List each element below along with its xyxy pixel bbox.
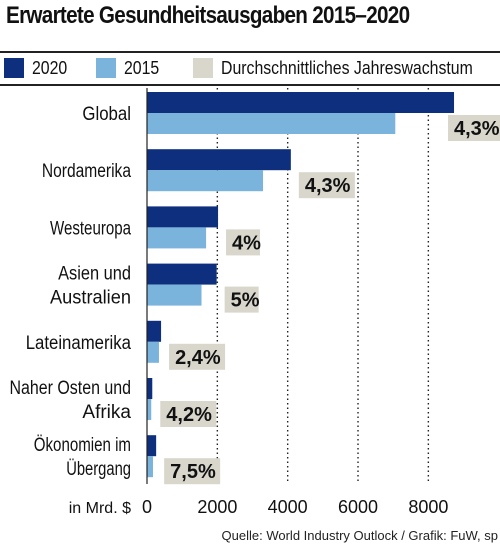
category-label-5-1: Afrika [82,402,131,423]
source-note: Quelle: World Industry Outlock / Grafik:… [221,528,498,543]
bar-2015-3 [147,284,202,306]
legend-label-2015: 2015 [124,57,160,78]
legend-label-2020: 2020 [32,57,68,78]
bar-2020-3 [147,263,217,285]
bar-2020-6 [147,435,157,457]
growth-badge-2 [226,229,261,256]
growth-badge-4 [169,343,226,370]
bar-2020-0 [147,92,455,113]
category-label-6-1: Übergang [66,459,131,480]
growth-label-3: 5% [231,290,260,312]
legend-bottom-rule [0,84,500,86]
bar-2020-5 [147,378,153,399]
tick-label-4000: 4000 [268,497,308,517]
category-label-5-0: Naher Osten und [10,378,132,399]
legend-label-growth: Durchschnittliches Jahreswachstum [221,57,473,78]
legend-item-growth: Durchschnittliches Jahreswachstum [193,56,500,80]
growth-badge-0 [448,115,500,141]
legend-swatch-2015 [96,58,116,78]
category-label-6-0: Ökonomien im [34,435,131,456]
growth-label-0: 4,3% [454,118,500,140]
x-axis-label: in Mrd. $ [69,500,131,517]
legend-item-2015: 2015 [96,56,164,80]
category-label-2-0: Westeuropa [50,218,131,239]
legend-top-rule [0,51,500,53]
bar-2015-2 [147,227,207,249]
tick-label-2000: 2000 [197,497,237,517]
bar-2020-2 [147,206,219,228]
growth-badge-6 [164,458,221,485]
growth-badge-3 [224,286,259,313]
tick-label-0: 0 [142,497,152,517]
bar-2015-4 [147,341,159,363]
category-label-0-0: Global [82,104,131,125]
tick-label-6000: 6000 [338,497,378,517]
legend-swatch-growth [193,58,213,78]
category-label-3-1: Australien [50,288,131,309]
bar-2015-5 [147,399,152,420]
legend: 2020 2015 Durchschnittliches Jahreswachs… [0,53,500,83]
growth-badge-5 [160,401,217,427]
bar-2015-1 [147,170,264,192]
legend-swatch-2020 [4,58,24,78]
bar-2015-0 [147,113,396,134]
category-label-3-0: Asien und [58,264,131,285]
chart-title: Erwartete Gesundheitsausgaben 2015–2020 [6,2,410,29]
legend-item-2020: 2020 [4,56,72,80]
growth-label-1: 4,3% [305,175,351,197]
growth-label-6: 7,5% [170,461,216,483]
bar-2015-6 [147,456,153,478]
growth-label-4: 2,4% [175,347,221,369]
bar-2020-4 [147,320,162,342]
category-label-1-0: Nordamerika [42,161,131,182]
growth-label-2: 4% [232,232,261,254]
tick-label-8000: 8000 [408,497,448,517]
category-label-4-0: Lateinamerika [26,333,132,354]
growth-label-5: 4,2% [166,404,212,426]
growth-badge-1 [298,172,355,199]
bar-2020-1 [147,149,291,171]
